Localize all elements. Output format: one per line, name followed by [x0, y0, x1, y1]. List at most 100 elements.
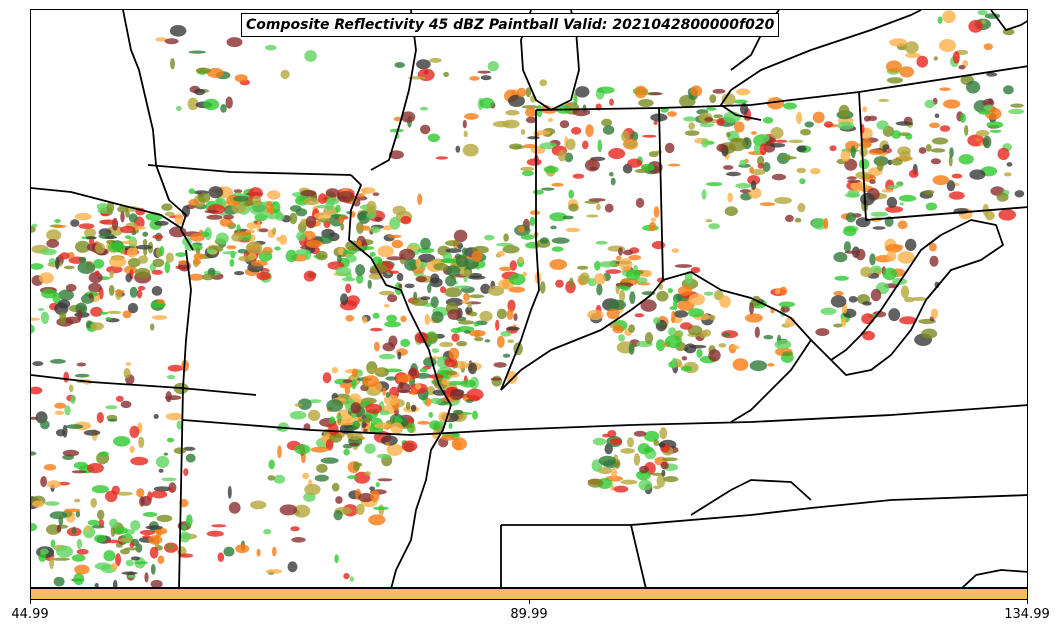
paintball-blob: [523, 144, 537, 149]
paintball-blob: [348, 426, 356, 432]
paintball-blob: [547, 118, 554, 122]
paintball-blob: [276, 236, 281, 242]
paintball-blob: [624, 141, 638, 148]
paintball-blob: [223, 214, 235, 220]
paintball-blob: [94, 242, 106, 254]
paintball-blob: [444, 240, 461, 247]
missouri-arkansas-border: [31, 374, 257, 396]
paintball-blob: [840, 317, 847, 327]
paintball-blob: [539, 237, 549, 244]
paintball-blob: [616, 255, 622, 261]
paintball-blob: [804, 121, 814, 128]
paintball-blob: [897, 220, 908, 230]
paintball-blob: [921, 328, 938, 339]
paintball-blob: [164, 261, 171, 274]
paintball-blob: [94, 270, 100, 277]
paintball-blob: [653, 317, 661, 325]
paintball-blob: [735, 183, 752, 189]
michigan-indiana-ohio-line: [535, 65, 1027, 111]
paintball-blob: [383, 303, 390, 308]
paintball-blob: [823, 217, 829, 230]
paintball-blob: [747, 175, 761, 185]
paintball-blob: [429, 420, 441, 430]
paintball-blob: [726, 171, 741, 177]
paintball-blob: [960, 113, 966, 123]
paintball-blob: [638, 99, 654, 107]
paintball-blob: [618, 334, 626, 342]
paintball-blob: [66, 424, 84, 429]
paintball-blob: [264, 44, 277, 51]
paintball-blob: [998, 209, 1016, 221]
paintball-blob: [774, 139, 788, 143]
paintball-blob: [183, 446, 196, 451]
paintball-blob: [716, 143, 727, 152]
paintball-blob: [226, 245, 237, 250]
paintball-blob: [460, 379, 476, 388]
paintball-blob: [661, 457, 678, 462]
paintball-blob: [74, 373, 90, 378]
paintball-blob: [68, 384, 74, 393]
paintball-blob: [258, 250, 273, 255]
paintball-blob: [740, 192, 752, 201]
paintball-blob: [448, 423, 453, 429]
paintball-blob: [127, 302, 139, 314]
paintball-blob: [441, 378, 450, 386]
paintball-blob: [701, 189, 707, 200]
paintball-blob: [876, 120, 889, 130]
paintball-blob: [407, 418, 414, 424]
paintball-blob: [49, 511, 68, 520]
paintball-blob: [713, 114, 723, 119]
paintball-blob: [32, 361, 44, 367]
paintball-blob: [410, 389, 418, 395]
paintball-blob: [401, 440, 418, 452]
paintball-blob: [397, 374, 413, 383]
paintball-blob: [628, 254, 642, 261]
paintball-blob: [129, 286, 138, 298]
paintball-blob: [424, 314, 431, 325]
paintball-blob: [555, 279, 564, 288]
paintball-blob: [269, 204, 275, 215]
paintball-blob: [456, 341, 468, 347]
paintball-blob: [951, 173, 963, 179]
paintball-blob: [88, 238, 95, 246]
paintball-blob: [138, 436, 145, 448]
paintball-blob: [99, 311, 109, 315]
paintball-blob: [690, 85, 703, 97]
paintball-blob: [331, 367, 339, 374]
paintball-blob: [594, 273, 606, 285]
paintball-blob: [588, 198, 606, 202]
paintball-blob: [344, 386, 351, 395]
paintball-blob: [1006, 162, 1013, 167]
paintball-blob: [508, 143, 523, 150]
alabama-georgia-line: [630, 524, 647, 587]
paintball-blob: [701, 138, 709, 148]
paintball-blob: [648, 151, 659, 158]
paintball-blob: [785, 214, 794, 222]
paintball-blob: [471, 250, 483, 262]
paintball-blob: [158, 468, 164, 473]
paintball-blob: [91, 485, 109, 494]
paintball-blob: [750, 180, 757, 190]
paintball-blob: [634, 313, 645, 318]
paintball-blob: [605, 269, 622, 274]
paintball-blob: [899, 316, 917, 325]
paintball-blob: [94, 534, 107, 543]
paintball-blob: [154, 220, 169, 226]
paintball-blob: [86, 463, 104, 474]
paintball-blob: [418, 253, 436, 263]
paintball-blob: [289, 410, 307, 420]
paintball-blob: [374, 216, 383, 222]
paintball-blob: [207, 248, 216, 254]
paintball-blob: [918, 147, 927, 154]
colorbar-label-max: 134.99: [1004, 607, 1050, 622]
paintball-blob: [346, 431, 363, 440]
paintball-blob: [596, 283, 603, 296]
paintball-blob: [335, 496, 343, 504]
paintball-blob: [774, 197, 792, 204]
paintball-blob: [472, 410, 478, 420]
paintball-blob: [399, 248, 416, 261]
lake-michigan-shore: [370, 10, 417, 171]
paintball-blob: [420, 296, 431, 301]
paintball-blob: [908, 169, 919, 178]
paintball-blob: [619, 289, 626, 302]
